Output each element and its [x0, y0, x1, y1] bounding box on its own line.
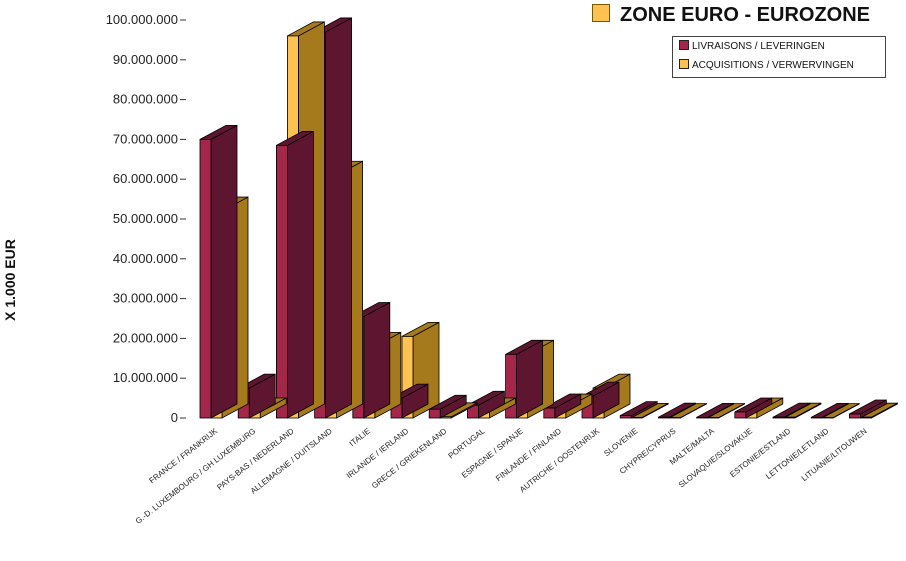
- x-tick-label: SLOVAQUIE/SLOVAKIJE: [677, 426, 754, 489]
- bar-acquisitions: [860, 402, 898, 419]
- y-tick-label: 10.000.000: [113, 370, 178, 385]
- legend-label-livraisons: LIVRAISONS / LEVERINGEN: [692, 41, 825, 52]
- title-swatch: [592, 4, 610, 22]
- bar-front: [619, 415, 632, 419]
- bar-livraisons: [199, 124, 238, 419]
- chart-title: ZONE EURO - EUROZONE: [592, 4, 870, 27]
- bar-front: [275, 144, 288, 419]
- bar-livraisons: [505, 339, 543, 419]
- bar-side: [210, 124, 238, 419]
- y-tick-label: 100.000.000: [106, 12, 178, 27]
- x-tick-label: LETTONIE/LETLAND: [764, 426, 831, 481]
- x-tick-label: IRLANDE / IERLAND: [345, 426, 411, 480]
- legend-item-livraisons: LIVRAISONS / LEVERINGEN: [673, 37, 885, 56]
- bar-front: [401, 336, 414, 419]
- y-axis-label: X 1.000 EUR: [2, 239, 18, 321]
- bar-side: [286, 130, 314, 419]
- x-tick-label: GRECE / GRIEKENLAND: [370, 426, 449, 490]
- bar-front: [810, 417, 823, 419]
- bar-front: [505, 353, 518, 419]
- bar-front: [772, 416, 785, 419]
- bar-side: [363, 301, 391, 419]
- y-tick-label: 70.000.000: [113, 131, 178, 146]
- bar-livraisons: [696, 402, 734, 419]
- bar-livraisons: [619, 400, 658, 419]
- y-tick-label: 90.000.000: [113, 52, 178, 67]
- x-tick-label: SLOVENIE: [602, 426, 639, 458]
- y-tick-label: 80.000.000: [113, 92, 178, 107]
- bar-front: [428, 408, 441, 419]
- bar-livraisons: [658, 402, 696, 419]
- bar-livraisons: [466, 390, 505, 419]
- x-tick-label: FRANCE / FRANKRIJK: [147, 426, 219, 485]
- bar-livraisons: [428, 394, 467, 419]
- legend: LIVRAISONS / LEVERINGEN ACQUISITIONS / V…: [672, 36, 886, 78]
- y-tick-label: 60.000.000: [113, 171, 178, 186]
- x-tick-label: AUTRICHE / OOSTENRIJK: [518, 426, 602, 494]
- bar-front: [696, 417, 708, 419]
- x-tick-label: ITALIE: [348, 426, 372, 448]
- bar-livraisons: [849, 399, 887, 419]
- y-axis: 0 10.000.000 20.000.000 30.000.000 40.000.00…: [106, 12, 186, 425]
- bar-livraisons: [734, 397, 773, 419]
- bar-front: [543, 407, 556, 419]
- y-tick-label: 0: [171, 410, 178, 425]
- legend-label-acquisitions: ACQUISITIONS / VERWERVINGEN: [692, 60, 854, 71]
- bar-front: [658, 416, 670, 419]
- legend-swatch-acquisitions: [679, 59, 689, 69]
- y-tick-label: 40.000.000: [113, 251, 178, 266]
- bar-acquisitions: [783, 402, 822, 419]
- y-tick-label: 30.000.000: [113, 291, 178, 306]
- bar-acquisitions: [669, 402, 707, 419]
- bar-livraisons: [275, 130, 314, 419]
- x-tick-label: FINLANDE / FINLAND: [494, 426, 563, 483]
- y-tick-label: 50.000.000: [113, 211, 178, 226]
- x-tick-label: LITUANIE/LITOUWEN: [800, 426, 869, 483]
- bar-front: [734, 411, 747, 419]
- chart-title-text: ZONE EURO - EUROZONE: [620, 4, 871, 26]
- bar-front: [199, 138, 212, 419]
- bar-side: [325, 17, 353, 419]
- bar-livraisons: [810, 402, 849, 419]
- bar-livraisons: [772, 402, 811, 419]
- legend-swatch-livraisons: [679, 40, 689, 50]
- legend-item-acquisitions: ACQUISITIONS / VERWERVINGEN: [673, 56, 885, 75]
- y-tick-label: 20.000.000: [113, 330, 178, 345]
- bar-front: [849, 413, 861, 419]
